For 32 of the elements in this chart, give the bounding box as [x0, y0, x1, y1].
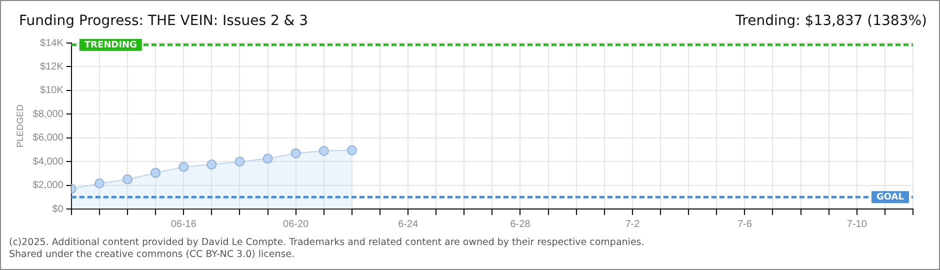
y-tick-label: $2,000: [32, 180, 64, 192]
x-tick-label: 6-24: [398, 218, 418, 230]
y-tick-label: $4,000: [32, 156, 64, 168]
point: [290, 148, 301, 158]
x-tick-label: 06-20: [283, 218, 310, 230]
point: [206, 160, 217, 170]
y-tick-label: $14K: [40, 38, 64, 49]
point: [94, 178, 104, 189]
y-tick-label: $0: [52, 204, 64, 215]
chart-subtitle: Trending: $13,837 (1383%): [736, 13, 927, 29]
point: [262, 154, 273, 164]
point: [150, 168, 161, 178]
y-tick-label: $12K: [40, 61, 64, 72]
text: (c)2025. Additional content provided by David Le Compte. Trademarks and related content are owned by their respective companies.: [9, 237, 644, 249]
ref-line-label: TRENDING: [84, 40, 137, 50]
y-tick-label: $8,000: [32, 108, 64, 120]
text: Shared under the creative commons (CC BY-NC 3.0) license.: [9, 249, 296, 261]
point: [346, 145, 357, 156]
point: [318, 146, 329, 156]
chart-title: Funding Progress: THE VEIN: Issues 2 & 3: [19, 13, 308, 29]
ref-line-label: GOAL: [876, 192, 904, 202]
x-tick-label: 7-2: [625, 218, 640, 230]
y-tick-label: $10K: [40, 85, 64, 96]
y-axis-title: PLEDGED: [14, 104, 25, 148]
x-tick-label: 7-10: [846, 218, 868, 230]
x-tick-label: 06-16: [170, 218, 197, 230]
point: [178, 162, 189, 172]
point: [122, 174, 132, 184]
y-tick-label: $6,000: [32, 132, 64, 144]
point: [234, 156, 245, 167]
x-tick-label: 7-6: [737, 218, 752, 230]
x-tick-label: 6-28: [510, 218, 531, 230]
